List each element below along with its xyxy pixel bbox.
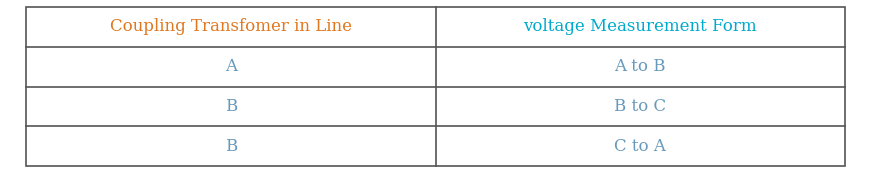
Text: C to A: C to A (614, 138, 666, 155)
Text: B: B (225, 138, 237, 155)
Text: B: B (225, 98, 237, 115)
Text: A to B: A to B (614, 58, 666, 75)
Text: B to C: B to C (614, 98, 666, 115)
Text: A: A (225, 58, 237, 75)
Text: voltage Measurement Form: voltage Measurement Form (523, 18, 757, 35)
Text: Coupling Transfomer in Line: Coupling Transfomer in Line (110, 18, 352, 35)
